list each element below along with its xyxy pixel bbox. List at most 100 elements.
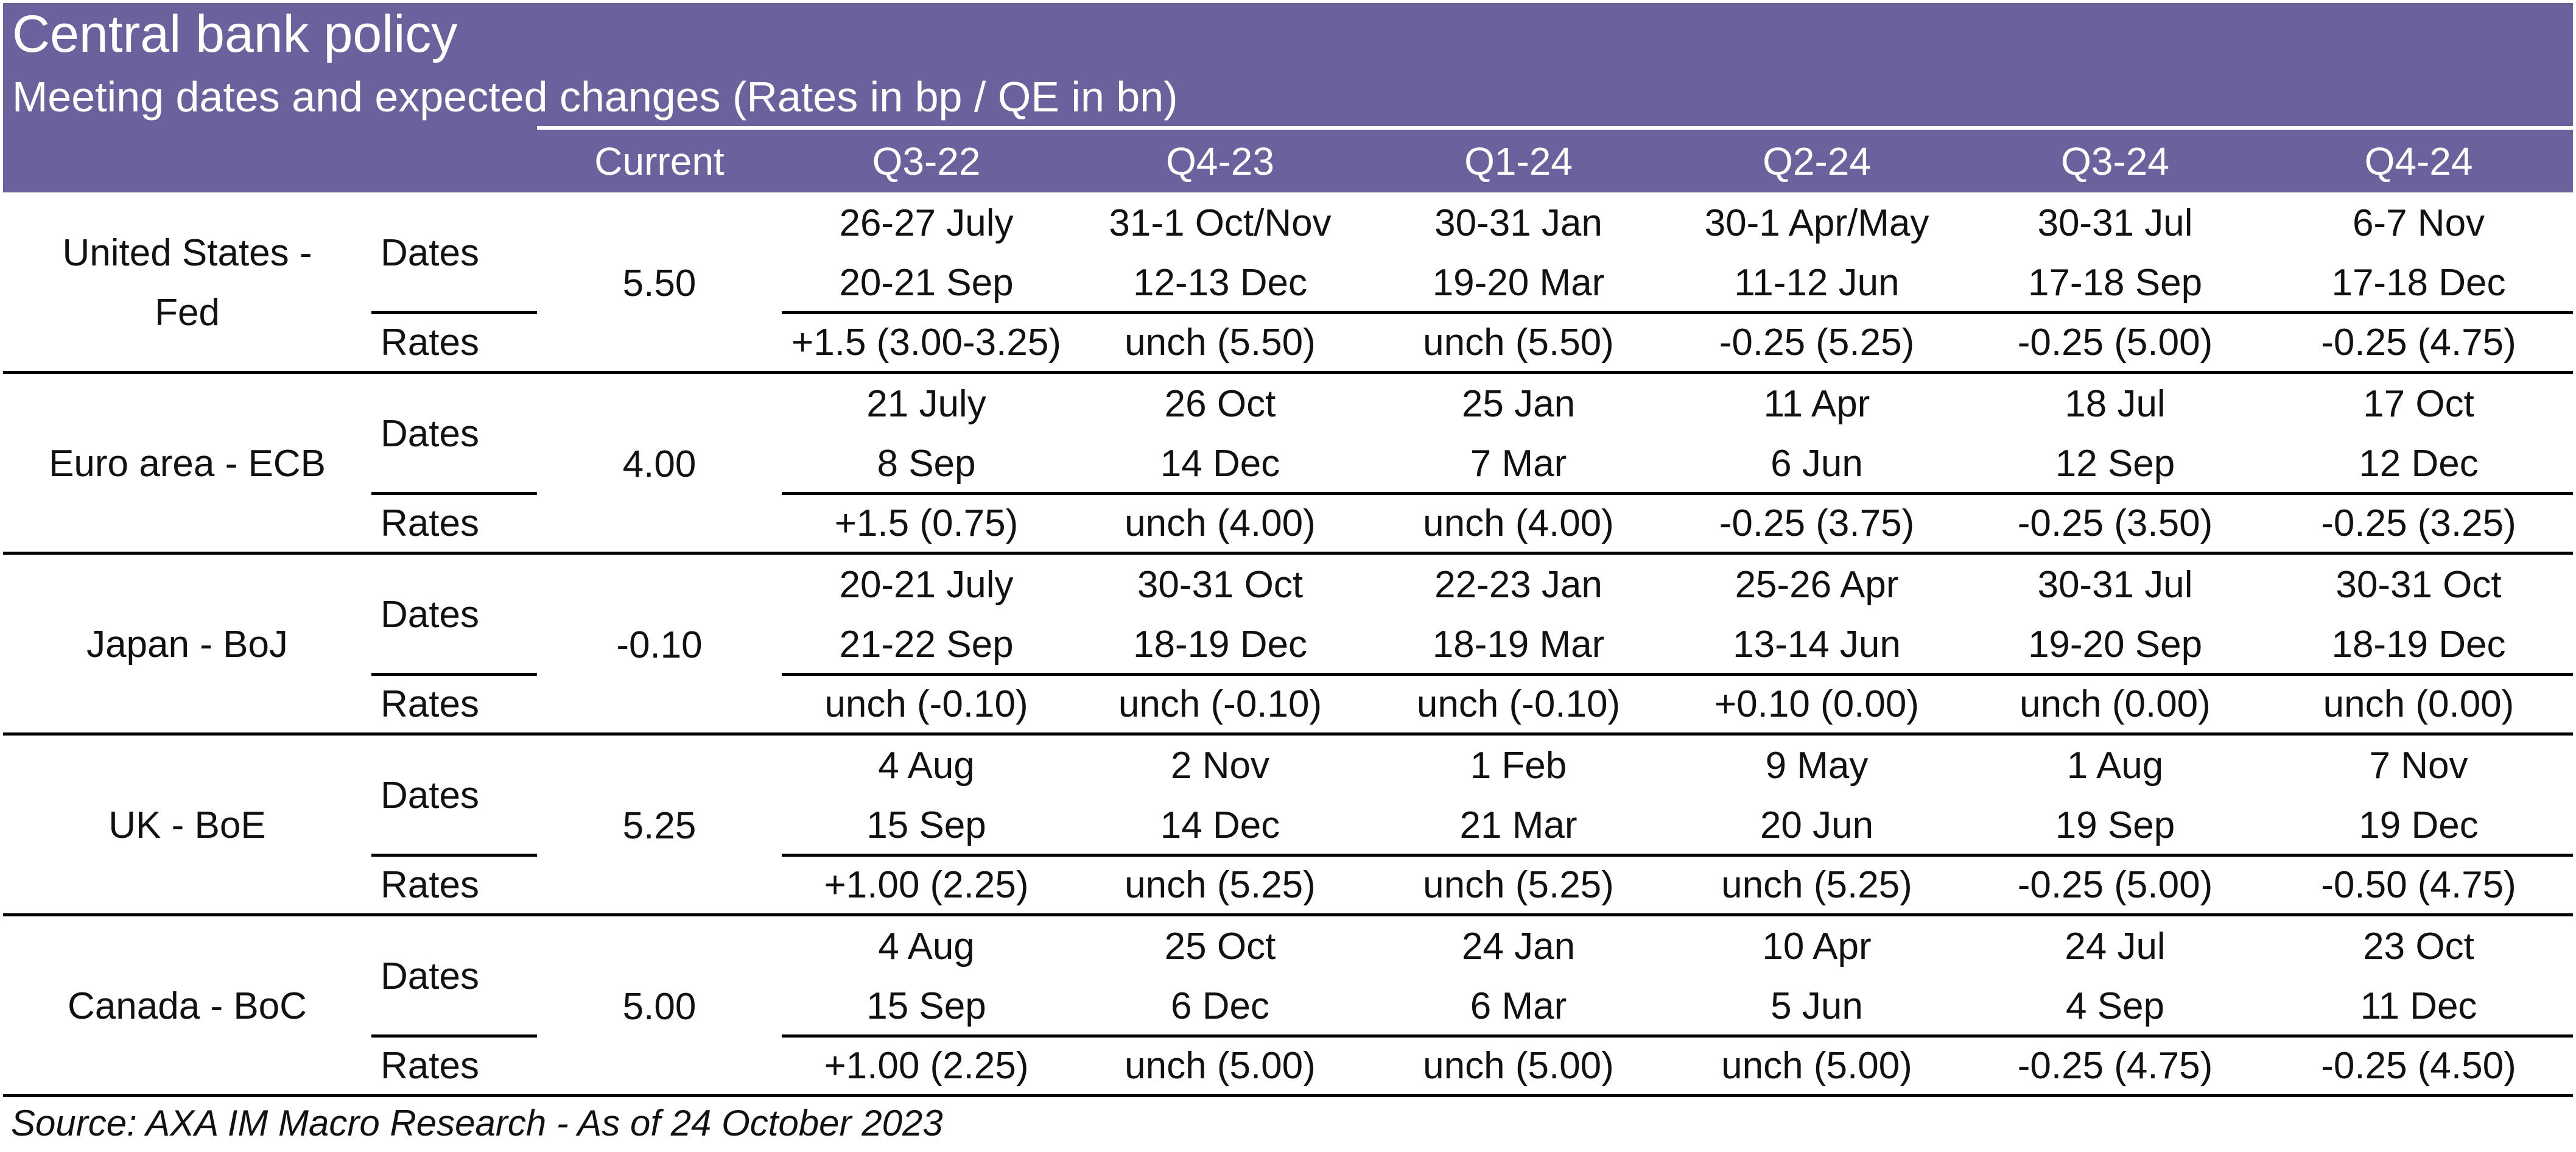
rate-change-cell: -0.25 (4.75) xyxy=(2017,1045,2213,1087)
country-name-line1: United States - xyxy=(62,232,312,274)
meeting-date-cell: 30-31 Oct xyxy=(1137,564,1304,606)
dates-label-rule xyxy=(371,854,537,857)
dates-label-rule xyxy=(371,673,537,676)
meeting-date-cell: 15 Sep xyxy=(866,804,986,846)
group-bottom-rule xyxy=(3,913,2573,916)
dates-row-rule xyxy=(782,673,2573,676)
current-rate: 4.00 xyxy=(622,443,697,485)
meeting-date-cell: 19 Dec xyxy=(2359,804,2479,846)
meeting-date-cell: 11 Apr xyxy=(1763,383,1870,425)
meeting-date-cell: 17-18 Dec xyxy=(2331,262,2506,304)
meeting-date-cell: 26-27 July xyxy=(839,202,1014,244)
column-header-q4-23: Q4-23 xyxy=(1166,139,1274,183)
country-name-line1: Euro area - ECB xyxy=(49,443,326,485)
rate-change-cell: -0.50 (4.75) xyxy=(2321,864,2516,906)
meeting-date-cell: 31-1 Oct/Nov xyxy=(1109,202,1332,244)
meeting-date-cell: 6 Dec xyxy=(1171,985,1269,1027)
rate-change-cell: -0.25 (5.25) xyxy=(1719,321,1915,364)
country-label: Canada - BoC xyxy=(3,917,371,1096)
meeting-date-cell: 30-31 Jul xyxy=(2037,202,2193,244)
meeting-date-cell: 23 Oct xyxy=(2363,925,2474,968)
column-header-q3-24: Q3-24 xyxy=(2061,139,2169,183)
meeting-date-cell: 13-14 Jun xyxy=(1733,623,1901,666)
table-title: Central bank policy xyxy=(12,5,458,63)
country-name-line1: Canada - BoC xyxy=(68,985,307,1027)
rate-change-cell: +1.00 (2.25) xyxy=(824,864,1029,906)
meeting-date-cell: 18 Jul xyxy=(2065,383,2166,425)
meeting-date-cell: 20-21 Sep xyxy=(839,262,1014,304)
meeting-date-cell: 18-19 Dec xyxy=(2331,623,2506,666)
current-rate: 5.50 xyxy=(622,262,697,304)
column-header-q4-24: Q4-24 xyxy=(2364,139,2473,183)
country-label: United States - Fed xyxy=(3,194,371,373)
header-rule xyxy=(537,126,2573,130)
rate-change-cell: -0.25 (3.50) xyxy=(2017,502,2213,544)
dates-row-rule xyxy=(782,1034,2573,1038)
rate-change-cell: unch (0.00) xyxy=(2323,683,2515,725)
rate-change-cell: unch (-0.10) xyxy=(824,683,1028,725)
rate-change-cell: unch (5.50) xyxy=(1125,321,1316,364)
country-name-line1: UK - BoE xyxy=(108,804,266,846)
rates-label: Rates xyxy=(381,1045,479,1087)
country-name-line2: Fed xyxy=(155,292,220,334)
meeting-date-cell: 12-13 Dec xyxy=(1132,262,1308,304)
meeting-date-cell: 19-20 Sep xyxy=(2027,623,2203,666)
group-bottom-rule xyxy=(3,371,2573,374)
meeting-date-cell: 6-7 Nov xyxy=(2352,202,2485,244)
rate-change-cell: unch (5.25) xyxy=(1721,864,1912,906)
meeting-date-cell: 17 Oct xyxy=(2363,383,2474,425)
meeting-date-cell: 5 Jun xyxy=(1771,985,1863,1027)
country-label: Euro area - ECB xyxy=(3,374,371,553)
group-bottom-rule xyxy=(3,1094,2573,1097)
meeting-date-cell: 8 Sep xyxy=(877,443,976,485)
dates-label: Dates xyxy=(381,232,479,274)
meeting-date-cell: 20-21 July xyxy=(839,564,1014,606)
column-header-current: Current xyxy=(594,139,725,183)
dates-row-rule xyxy=(782,854,2573,857)
rate-change-cell: unch (5.25) xyxy=(1423,864,1614,906)
meeting-date-cell: 1 Aug xyxy=(2066,745,2164,787)
meeting-date-cell: 24 Jul xyxy=(2065,925,2166,968)
rate-change-cell: -0.25 (3.25) xyxy=(2321,502,2516,544)
rates-label: Rates xyxy=(381,321,479,364)
meeting-date-cell: 17-18 Sep xyxy=(2027,262,2203,304)
rate-change-cell: unch (5.00) xyxy=(1423,1045,1614,1087)
header-band xyxy=(3,3,2573,192)
meeting-date-cell: 26 Oct xyxy=(1164,383,1276,425)
meeting-date-cell: 10 Apr xyxy=(1762,925,1872,968)
meeting-date-cell: 18-19 Mar xyxy=(1432,623,1605,666)
dates-label: Dates xyxy=(381,594,479,636)
current-rate: 5.00 xyxy=(622,985,697,1028)
dates-label: Dates xyxy=(381,955,479,997)
meeting-date-cell: 21 Mar xyxy=(1459,804,1578,846)
meeting-date-cell: 22-23 Jan xyxy=(1434,564,1602,606)
meeting-date-cell: 30-31 Oct xyxy=(2336,564,2502,606)
meeting-date-cell: 24 Jan xyxy=(1461,925,1576,968)
meeting-date-cell: 21-22 Sep xyxy=(839,623,1014,666)
meeting-date-cell: 12 Sep xyxy=(2055,443,2175,485)
meeting-date-cell: 6 Jun xyxy=(1771,443,1863,485)
rate-change-cell: +0.10 (0.00) xyxy=(1714,683,1920,725)
meeting-date-cell: 15 Sep xyxy=(866,985,986,1027)
meeting-date-cell: 14 Dec xyxy=(1160,443,1280,485)
meeting-date-cell: 12 Dec xyxy=(2359,443,2479,485)
meeting-date-cell: 25-26 Apr xyxy=(1735,564,1899,606)
meeting-date-cell: 4 Sep xyxy=(2065,985,2165,1027)
column-header-q1-24: Q1-24 xyxy=(1464,139,1573,183)
rate-change-cell: -0.25 (4.75) xyxy=(2321,321,2516,364)
rate-change-cell: -0.25 (5.00) xyxy=(2017,864,2213,906)
meeting-date-cell: 7 Mar xyxy=(1470,443,1567,485)
column-header-q2-24: Q2-24 xyxy=(1763,139,1871,183)
meeting-date-cell: 25 Oct xyxy=(1164,925,1276,968)
rates-label: Rates xyxy=(381,864,479,906)
meeting-date-cell: 2 Nov xyxy=(1171,745,1269,787)
meeting-date-cell: 11-12 Jun xyxy=(1734,262,1900,304)
dates-label: Dates xyxy=(381,774,479,817)
rates-label: Rates xyxy=(381,502,479,544)
meeting-date-cell: 6 Mar xyxy=(1470,985,1567,1027)
meeting-date-cell: 14 Dec xyxy=(1160,804,1280,846)
rate-change-cell: unch (-0.10) xyxy=(1416,683,1621,725)
rate-change-cell: unch (4.00) xyxy=(1423,502,1614,544)
dates-label-rule xyxy=(371,1034,537,1038)
